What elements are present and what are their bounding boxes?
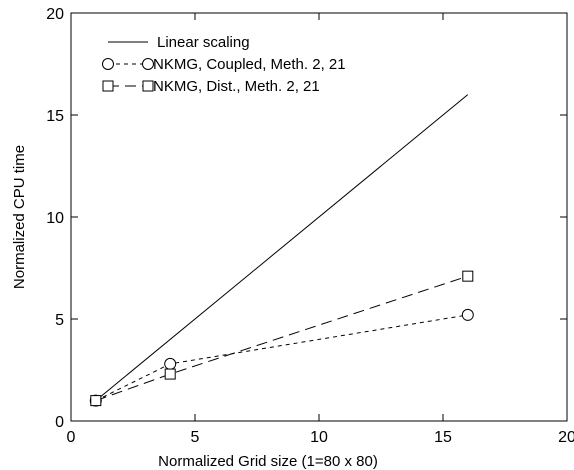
legend-marker [102, 58, 114, 70]
y-tick-label: 20 [46, 6, 64, 23]
y-tick-label: 5 [55, 312, 64, 329]
y-tick-label: 0 [55, 414, 64, 431]
series-line [95, 94, 469, 401]
x-axis-label: Normalized Grid size (1=80 x 80) [158, 453, 378, 470]
data-point [462, 270, 474, 282]
x-tick-label: 0 [67, 429, 76, 446]
data-point [461, 308, 474, 321]
legend-marker [102, 80, 114, 92]
y-tick-label: 10 [46, 210, 64, 227]
series-line [95, 275, 468, 402]
x-tick-label: 5 [191, 429, 200, 446]
series-1 [95, 94, 469, 401]
series-line [95, 314, 468, 402]
axis-ticks: 0 5 10 15 20 0 5 10 15 20 [46, 6, 574, 446]
legend: Linear scaling NKMG, Coupled, Meth. 2, 21… [102, 34, 346, 95]
legend-label: Linear scaling [157, 34, 250, 51]
legend-marker [142, 58, 154, 70]
y-tick-label: 15 [46, 108, 64, 125]
legend-label: NKMG, Dist., Meth. 2, 21 [153, 78, 320, 95]
x-tick-label: 20 [558, 429, 574, 446]
legend-marker [142, 80, 154, 92]
x-tick-label: 15 [434, 429, 452, 446]
legend-item: NKMG, Coupled, Meth. 2, 21 [102, 56, 346, 73]
legend-label: NKMG, Coupled, Meth. 2, 21 [153, 56, 346, 73]
data-point [164, 357, 177, 370]
data-point [90, 395, 102, 407]
y-axis-label: Normalized CPU time [11, 145, 28, 289]
series-3 [90, 270, 474, 407]
legend-item: NKMG, Dist., Meth. 2, 21 [102, 78, 320, 95]
x-tick-label: 10 [310, 429, 328, 446]
data-point [164, 368, 176, 380]
series-layer [89, 94, 474, 407]
legend-item: Linear scaling [108, 34, 250, 51]
